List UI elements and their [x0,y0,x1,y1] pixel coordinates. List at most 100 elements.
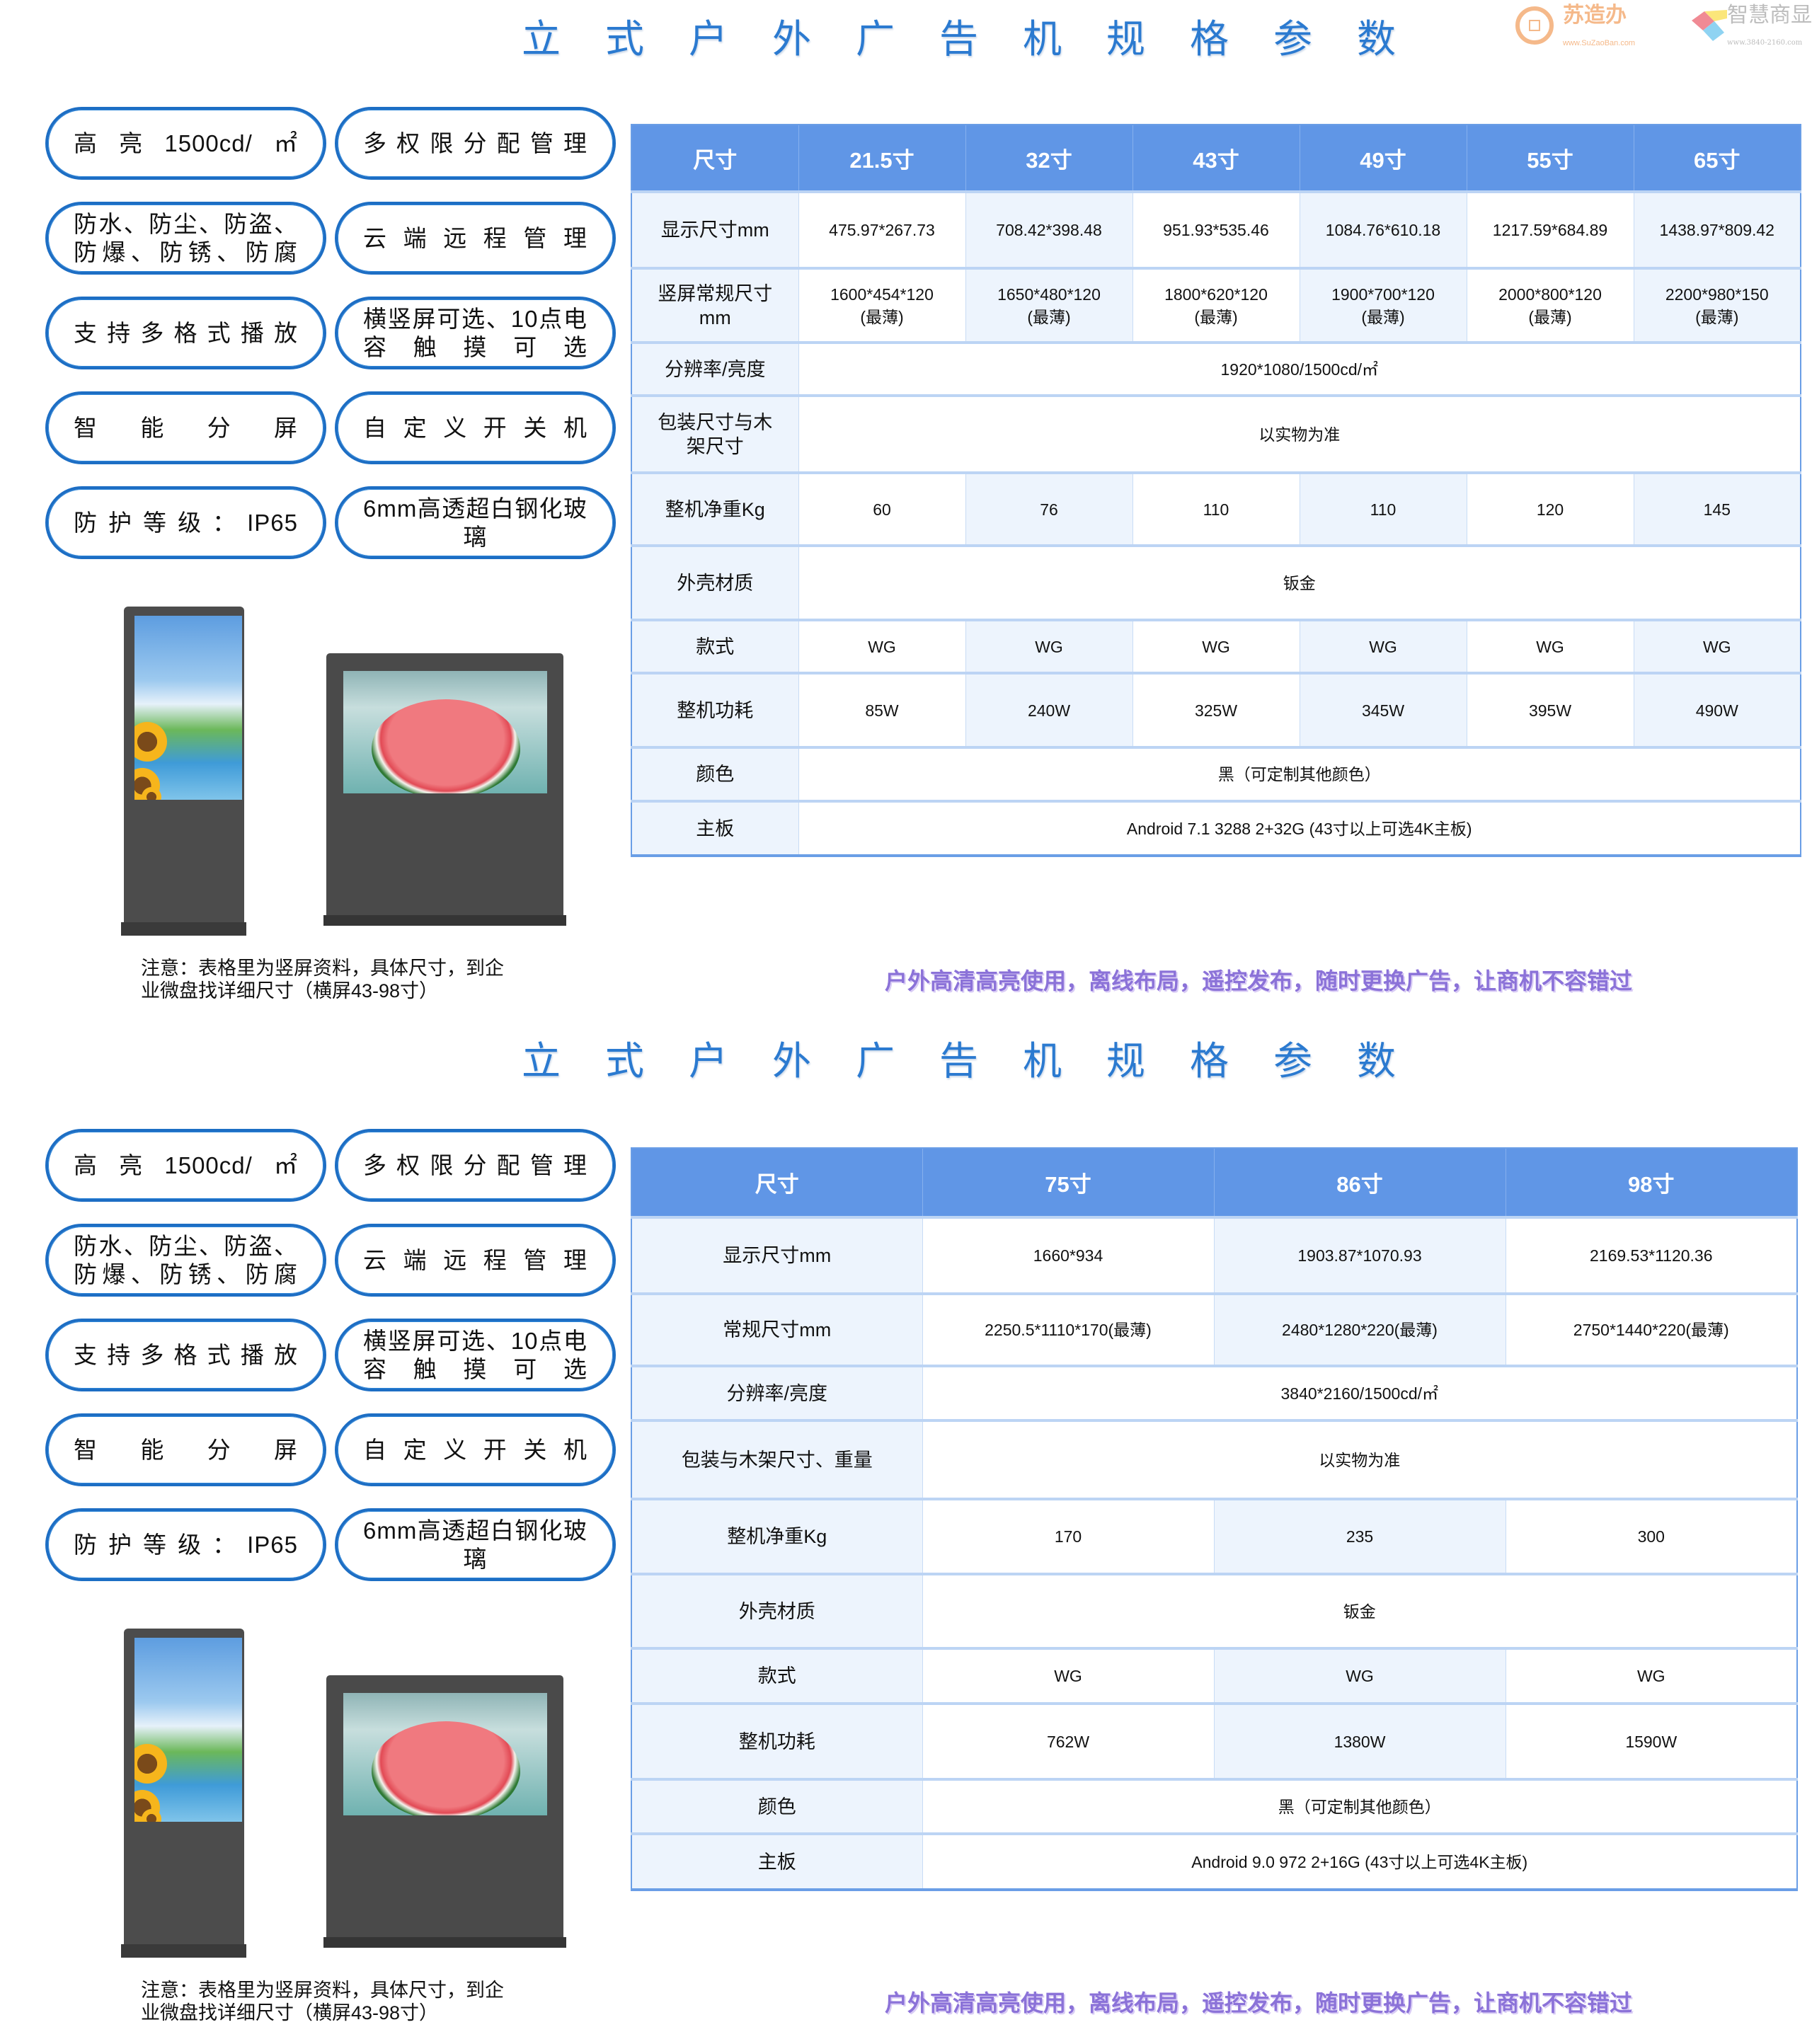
kiosk-base [323,1937,566,1948]
table-cell: 1903.87*1070.93 [1213,1216,1506,1294]
column-header: 尺寸 [631,1148,922,1217]
row-label: 主板 [631,800,798,856]
row-label: 主板 [631,1832,922,1890]
feature-pill: 高亮1500cd/㎡ [45,107,326,180]
table-row: 颜色 黑（可定制其他颜色） [631,746,1801,801]
feature-text: 防护等级：IP65 [74,509,298,536]
suzaoban-logo-icon [1515,6,1727,45]
feature-text: 自定义开关机 [363,1436,587,1463]
feature-pill: 防水、防尘、防盗、 防爆、防锈、防腐 [45,202,326,275]
table-cell: 951.93*535.46 [1132,190,1300,268]
table-cell: 490W [1633,672,1801,747]
feature-text: 防水、防尘、防盗、 [74,1232,298,1259]
table-cell: 1660*934 [922,1216,1214,1294]
table-cell: WG [798,619,965,673]
kiosk-screen [343,671,547,793]
row-label: 款式 [631,1647,922,1704]
table-cell: 110 [1299,471,1467,546]
kiosk-screen [343,1693,547,1815]
feature-text: 6mm高透超白钢化玻 [363,495,587,522]
footnote-line: 注意：表格里为竖屏资料，具体尺寸，到企 [141,958,504,979]
feature-pill: 支持多格式播放 [45,1319,326,1391]
row-label: 外壳材质 [631,544,798,620]
feature-text: 智能分屏 [74,1436,298,1463]
table-cell: 2750*1440*220(最薄) [1505,1292,1797,1366]
table-cell: 1650*480*120 (最薄) [965,267,1132,343]
row-label: 整机净重Kg [631,1498,922,1574]
table-cell: WG [1633,619,1801,673]
table-cell: 708.42*398.48 [965,190,1132,268]
row-label: 款式 [631,619,798,673]
table-cell: 1900*700*120 (最薄) [1299,267,1467,343]
slogan: 户外高清高亮使用，离线布局，遥控发布，随时更换广告，让商机不容错过 [885,1990,1633,2016]
table-row: 外壳材质 钣金 [631,544,1801,620]
table-cell: 325W [1132,672,1300,747]
table-row: 外壳材质 钣金 [631,1573,1797,1648]
column-header: 43寸 [1132,125,1300,192]
watermelon-icon [372,1721,520,1815]
row-label: 包装尺寸与木 架尺寸 [631,394,798,473]
table-row: 竖屏常规尺寸 mm 1600*454*120 (最薄) 1650*480*120 (… [631,267,1801,343]
feature-text: 云端远程管理 [363,1246,587,1273]
table-cell: 76 [965,471,1132,546]
feature-text: 防护等级：IP65 [74,1531,298,1558]
logo2-name: 智慧商显 [1727,3,1812,28]
spanning-cell: 以实物为准 [922,1419,1797,1499]
feature-text: 多权限分配管理 [363,130,587,156]
row-label: 颜色 [631,1778,922,1834]
spanning-cell: 1920*1080/1500cd/㎡ [798,341,1801,396]
table-row: 包装尺寸与木 架尺寸 以实物为准 [631,394,1801,473]
row-label: 整机功耗 [631,1702,922,1779]
table-cell: 1600*454*120 (最薄) [798,267,965,343]
spec-section: 立式户外广告机规格参数 高亮1500cd/㎡ 多权限分配管理 防水、防尘、防盗、 防爆、… [0,1022,1812,2044]
table-cell: WG [1132,619,1300,673]
page-title: 立式户外广告机规格参数 [522,16,1441,62]
feature-pill: 多权限分配管理 [335,107,616,180]
feature-text: 容触摸可选 [363,1355,587,1382]
feature-text: 智能分屏 [74,414,298,441]
column-header: 98寸 [1505,1148,1797,1217]
feature-text: 自定义开关机 [363,414,587,441]
table-cell: 395W [1466,672,1634,747]
table-row: 分辨率/亮度 1920*1080/1500cd/㎡ [631,341,1801,396]
watermelon-icon [372,699,520,793]
table-cell: 120 [1466,471,1634,546]
table-row: 主板 Android 9.0 972 2+16G (43寸以上可选4K主板) [631,1832,1797,1890]
table-row: 款式 WG WG WG [631,1647,1797,1704]
table-cell: 762W [922,1702,1214,1779]
feature-text: 璃 [463,523,488,550]
feature-text: 6mm高透超白钢化玻 [363,1517,587,1544]
table-cell: 145 [1633,471,1801,546]
table-cell: 300 [1505,1498,1797,1574]
table-cell: 60 [798,471,965,546]
sunflower-icon [134,1744,167,1784]
kiosk-base [121,1944,246,1958]
table-cell: 85W [798,672,965,747]
row-label: 整机功耗 [631,672,798,747]
row-label: 外壳材质 [631,1573,922,1648]
column-header: 75寸 [922,1148,1214,1217]
table-cell: 1084.76*610.18 [1299,190,1467,268]
slogan: 户外高清高亮使用，离线布局，遥控发布，随时更换广告，让商机不容错过 [885,968,1633,994]
feature-pill: 支持多格式播放 [45,297,326,369]
table-cell: 2250.5*1110*170(最薄) [922,1292,1214,1366]
sunflower-icon [142,787,161,800]
feature-pill: 防护等级：IP65 [45,1508,326,1581]
feature-text: 云端远程管理 [363,224,587,251]
spanning-cell: 以实物为准 [798,394,1801,473]
row-label: 分辨率/亮度 [631,1365,922,1420]
table-row: 整机净重Kg 60 76 110 110 120 145 [631,471,1801,546]
table-cell: WG [1505,1647,1797,1704]
feature-pill: 横竖屏可选、10点电 容触摸可选 [335,1319,616,1391]
table-cell: 475.97*267.73 [798,190,965,268]
table-cell: 170 [922,1498,1214,1574]
sunflower-icon [142,1809,161,1822]
feature-text: 璃 [463,1545,488,1572]
spanning-cell: 钣金 [922,1573,1797,1648]
column-header: 21.5寸 [798,125,965,192]
kiosk-screen [134,616,242,800]
row-label: 颜色 [631,746,798,801]
spanning-cell: 3840*2160/1500cd/㎡ [922,1365,1797,1420]
feature-pill: 自定义开关机 [335,1413,616,1486]
table-cell: WG [965,619,1132,673]
